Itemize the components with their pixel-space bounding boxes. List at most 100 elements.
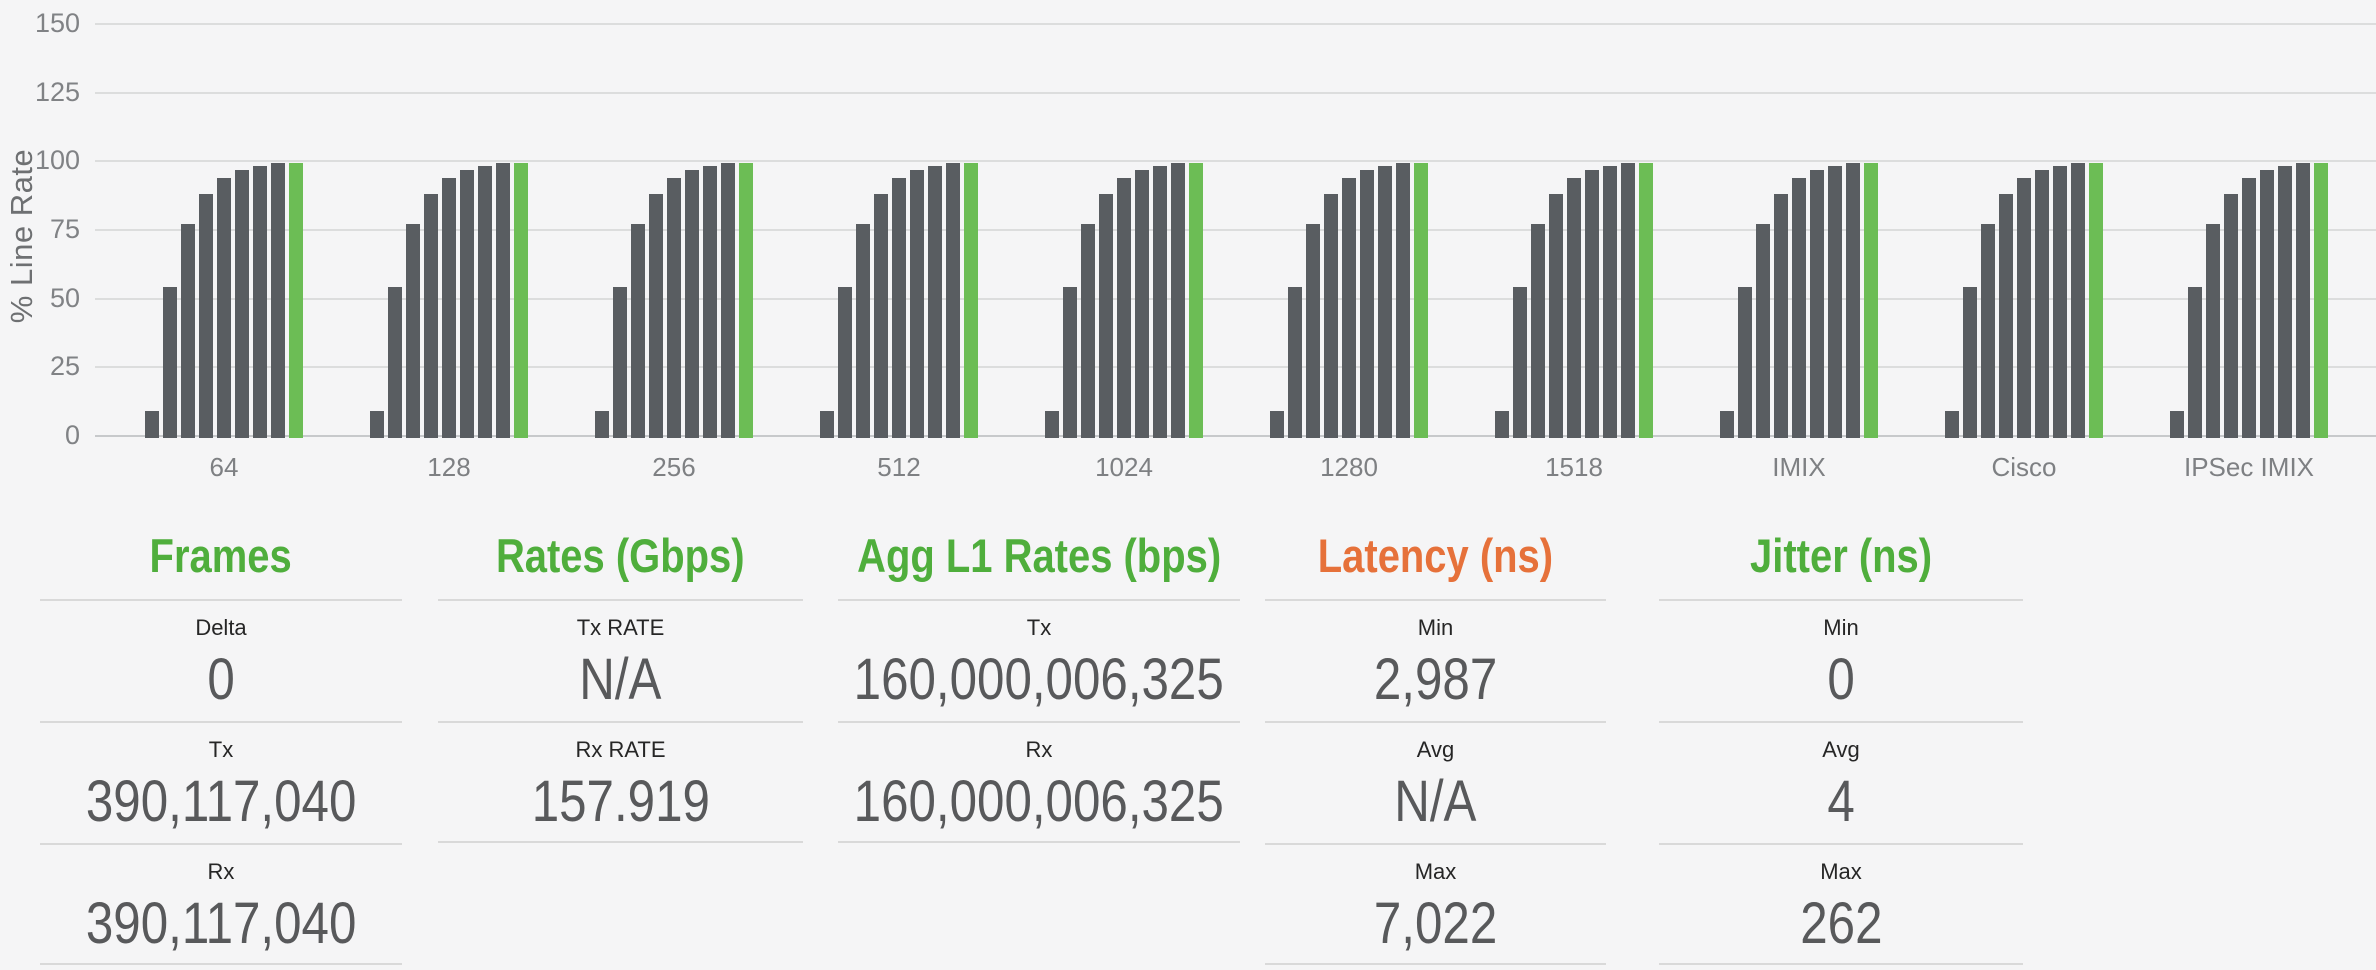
stat-label: Avg [1822, 737, 1860, 762]
stat-cell: Avg 4 [1659, 721, 2023, 843]
bar-group-128 [370, 163, 528, 438]
ramp-bar [424, 194, 438, 438]
x-tick-label: 1280 [1320, 452, 1378, 482]
stat-cell: Rx 390,117,040 [40, 843, 402, 965]
ramp-bar [1567, 178, 1581, 438]
stats-column-rates: Rates (Gbps) Tx RATE N/A Rx RATE 157.919 [438, 512, 803, 843]
bar-group-256 [595, 163, 753, 438]
gridline-25 [95, 366, 2376, 369]
ramp-bar [1045, 411, 1059, 438]
stats-column-agg-l1-rates: Agg L1 Rates (bps) Tx 160,000,006,325 Rx… [838, 512, 1240, 843]
ramp-bar [2224, 194, 2238, 438]
stat-value: 160,000,006,325 [853, 769, 1225, 834]
ramp-bar [478, 166, 492, 438]
gridline-100 [95, 160, 2376, 163]
bar-group-1518 [1495, 163, 1653, 438]
x-tick-label: 1024 [1095, 452, 1153, 482]
stat-cell: Avg N/A [1265, 721, 1606, 843]
stat-cell: Rx 160,000,006,325 [838, 721, 1240, 843]
ramp-bar [910, 170, 924, 438]
gridline-0 [95, 435, 2376, 437]
stat-value: 0 [1827, 647, 1855, 712]
stat-label: Tx [208, 737, 234, 762]
ramp-bar [1117, 178, 1131, 438]
ramp-bar [1945, 411, 1959, 438]
ramp-bar [1378, 166, 1392, 438]
gridline-125 [95, 91, 2376, 94]
ramp-bar [856, 224, 870, 438]
ramp-bar [1531, 224, 1545, 438]
x-tick-label: 64 [209, 452, 239, 482]
stat-label: Min [1823, 615, 1859, 640]
y-tick-label: 100 [34, 145, 80, 176]
ramp-bar [271, 163, 285, 438]
ramp-bar [1963, 287, 1977, 438]
target-bar [739, 163, 753, 438]
ramp-bar [2188, 287, 2202, 438]
stat-value: N/A [1394, 769, 1477, 834]
ramp-bar [2260, 170, 2274, 438]
ramp-bar [370, 411, 384, 438]
target-bar [1639, 163, 1653, 438]
ramp-bar [1774, 194, 1788, 438]
stat-value: 390,117,040 [85, 769, 357, 834]
stat-label: Max [1414, 859, 1457, 884]
target-bar [289, 163, 303, 438]
target-bar [1414, 163, 1428, 438]
stat-label: Max [1820, 859, 1862, 884]
gridline-75 [95, 228, 2376, 231]
ramp-bar [631, 224, 645, 438]
ramp-bar [1288, 287, 1302, 438]
stat-value: 160,000,006,325 [853, 647, 1225, 712]
ramp-bar [406, 224, 420, 438]
ramp-bar [2242, 178, 2256, 438]
stat-label: Tx [1026, 615, 1052, 640]
ramp-bar [1513, 287, 1527, 438]
ramp-bar [1828, 166, 1842, 438]
stat-cell: Tx RATE N/A [438, 599, 803, 721]
stat-cell: Tx 390,117,040 [40, 721, 402, 843]
ramp-bar [1603, 166, 1617, 438]
stats-column-frames: Frames Delta 0 Tx 390,117,040 Rx 390,117… [40, 512, 402, 965]
stat-cell: Max 7,022 [1265, 843, 1606, 965]
bar-group-64 [145, 163, 303, 438]
x-tick-label: 128 [427, 452, 471, 482]
ramp-bar [1306, 224, 1320, 438]
ramp-bar [1621, 163, 1635, 438]
bar-group-1280 [1270, 163, 1428, 438]
stats-column-jitter: Jitter (ns) Min 0 Avg 4 Max 262 [1659, 512, 2023, 965]
ramp-bar [1135, 170, 1149, 438]
ramp-bar [685, 170, 699, 438]
x-tick-label: 256 [652, 452, 696, 482]
ramp-bar [2017, 178, 2031, 438]
ramp-bar [2053, 166, 2067, 438]
ramp-bar [199, 194, 213, 438]
column-title: Latency (ns) [1317, 529, 1554, 582]
ramp-bar [1981, 224, 1995, 438]
ramp-bar [1846, 163, 1860, 438]
target-bar [514, 163, 528, 438]
stat-cell: Min 2,987 [1265, 599, 1606, 721]
stat-cell: Max 262 [1659, 843, 2023, 965]
stat-cell: Min 0 [1659, 599, 2023, 721]
stat-value: 4 [1827, 769, 1855, 834]
ramp-bar [1270, 411, 1284, 438]
stat-label: Rx [207, 859, 235, 884]
stat-label: Rx [1025, 737, 1053, 762]
ramp-bar [163, 287, 177, 438]
target-bar [1189, 163, 1203, 438]
ramp-bar [838, 287, 852, 438]
line-rate-bar-chart: % Line Rate 0 25 50 75 100 125 150 64 128 256 512 1… [4, 8, 2376, 482]
stat-value: 262 [1799, 891, 1883, 956]
ramp-bar [667, 178, 681, 438]
ramp-bar [2206, 224, 2220, 438]
ramp-bar [253, 166, 267, 438]
column-title: Rates (Gbps) [496, 529, 745, 582]
bar-group-IPSec IMIX [2170, 163, 2328, 438]
ramp-bar [1999, 194, 2013, 438]
ramp-bar [721, 163, 735, 438]
y-tick-label: 0 [64, 420, 80, 450]
x-tick-label: Cisco [1991, 452, 2057, 482]
ramp-bar [1099, 194, 1113, 438]
stat-value: 2,987 [1373, 647, 1498, 712]
